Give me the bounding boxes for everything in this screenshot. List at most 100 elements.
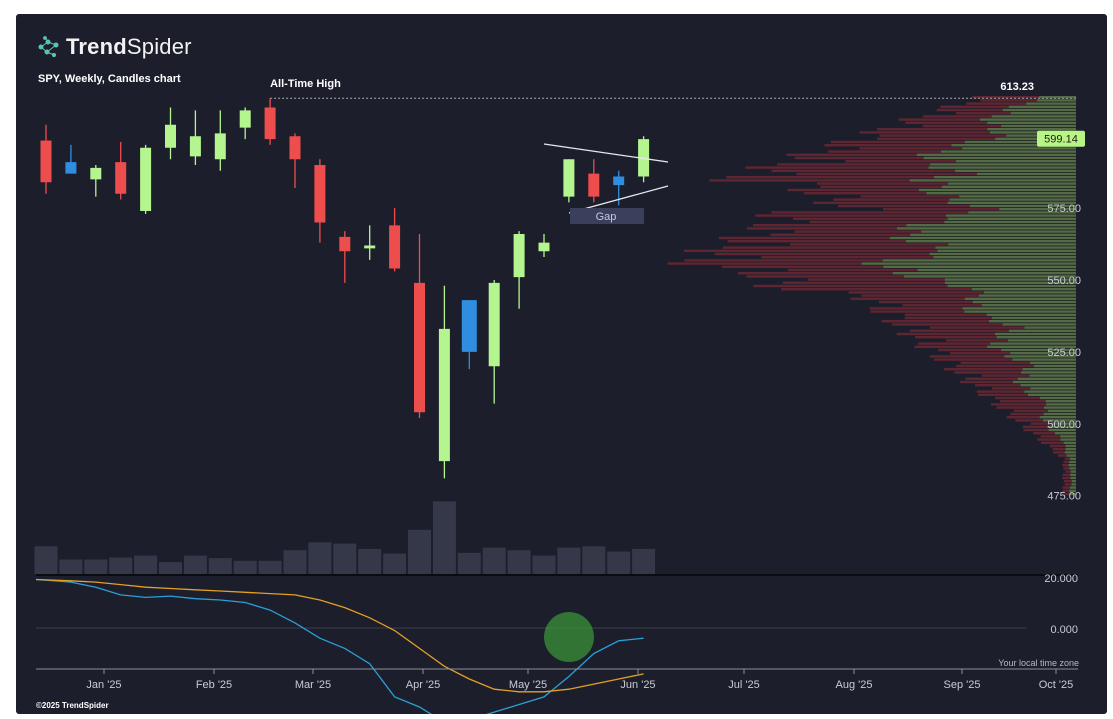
profile-sell-bar xyxy=(870,310,965,313)
profile-buy-bar xyxy=(944,278,1076,281)
trendspider-logo: TrendSpider xyxy=(36,34,192,60)
profile-sell-bar xyxy=(966,102,1027,105)
profile-buy-bar xyxy=(955,169,1076,172)
price-tick-label: 475.00 xyxy=(1047,491,1081,503)
profile-sell-bar xyxy=(794,156,924,160)
profile-buy-bar xyxy=(962,307,1076,310)
profile-sell-bar xyxy=(1023,428,1049,432)
profile-sell-bar xyxy=(721,265,884,268)
profile-buy-bar xyxy=(968,211,1076,214)
volume-bar xyxy=(109,557,133,574)
profile-sell-bar xyxy=(859,147,963,150)
profile-sell-bar xyxy=(787,268,918,272)
candles xyxy=(40,98,650,479)
profile-sell-bar xyxy=(793,217,948,220)
candle-body xyxy=(513,234,525,278)
profile-sell-bar xyxy=(667,262,862,265)
profile-buy-bar xyxy=(1008,105,1076,108)
candle xyxy=(289,133,301,188)
profile-sell-bar xyxy=(933,358,1013,361)
profile-sell-bar xyxy=(1063,467,1070,470)
profile-sell-bar xyxy=(807,278,945,281)
profile-buy-bar xyxy=(948,243,1076,246)
profile-sell-bar xyxy=(909,329,1009,332)
volume-bar xyxy=(457,552,481,574)
price-axis[interactable]: 575.00 550.00 525.00 500.00 475.00 xyxy=(1047,203,1081,503)
profile-buy-bar xyxy=(1069,460,1076,464)
profile-sell-bar xyxy=(824,144,952,147)
profile-buy-bar xyxy=(988,320,1076,323)
timezone-note[interactable]: Your local time zone xyxy=(998,658,1079,668)
profile-sell-bar xyxy=(786,153,917,156)
profile-buy-bar xyxy=(1043,412,1076,416)
profile-sell-bar xyxy=(804,192,927,195)
profile-buy-bar xyxy=(1064,451,1076,454)
profile-buy-bar xyxy=(1039,416,1076,419)
profile-sell-bar xyxy=(976,390,1025,393)
price-tick-label: 525.00 xyxy=(1047,347,1081,359)
profile-buy-bar xyxy=(947,217,1076,220)
profile-sell-bar xyxy=(833,198,950,201)
profile-buy-bar xyxy=(987,128,1076,131)
candlestick-chart[interactable]: All-Time High 613.23 Gap 575.00 550.00 525… xyxy=(16,14,1107,714)
profile-buy-bar xyxy=(889,236,1076,240)
profile-buy-bar xyxy=(917,268,1076,272)
candle-body xyxy=(239,110,251,128)
volume-bar xyxy=(34,546,58,574)
profile-sell-bar xyxy=(904,316,993,320)
volume-bar xyxy=(607,551,631,574)
profile-buy-bar xyxy=(987,121,1076,124)
profile-buy-bar xyxy=(1071,483,1076,486)
profile-sell-bar xyxy=(965,377,1018,380)
profile-sell-bar xyxy=(761,256,934,259)
profile-buy-bar xyxy=(947,201,1076,204)
profile-buy-bar xyxy=(1048,409,1076,412)
volume-bar xyxy=(208,558,232,574)
profile-sell-bar xyxy=(981,374,1030,377)
profile-buy-bar xyxy=(944,281,1076,284)
volume-profile xyxy=(667,96,1076,496)
volume-bar xyxy=(507,550,531,574)
profile-buy-bar xyxy=(1070,473,1076,476)
profile-buy-bar xyxy=(1030,387,1076,390)
profile-sell-bar xyxy=(946,339,1008,342)
profile-sell-bar xyxy=(809,220,945,224)
candle-body xyxy=(189,136,201,157)
volume-bar xyxy=(283,550,307,574)
candle-body xyxy=(165,124,176,148)
candle-body xyxy=(314,165,326,223)
time-axis[interactable]: Jan '25 Feb '25 Mar '25 Apr '25 May '25 Jun '… xyxy=(86,669,1073,691)
profile-buy-bar xyxy=(951,144,1076,147)
profile-sell-bar xyxy=(929,326,1025,329)
oscillator-panel: 20.000 0.000 xyxy=(35,573,1078,714)
crossover-highlight xyxy=(544,612,594,662)
candle-body xyxy=(115,162,127,194)
candle-body xyxy=(339,236,351,252)
profile-buy-bar xyxy=(944,220,1076,224)
profile-sell-bar xyxy=(746,227,897,230)
profile-sell-bar xyxy=(995,396,1040,400)
profile-sell-bar xyxy=(860,195,960,198)
profile-sell-bar xyxy=(896,332,995,336)
profile-sell-bar xyxy=(1010,412,1044,416)
volume-bar xyxy=(408,529,431,574)
candle-body xyxy=(613,176,625,186)
candle xyxy=(165,107,176,160)
profile-buy-bar xyxy=(979,118,1076,121)
profile-buy-bar xyxy=(986,313,1076,316)
profile-buy-bar xyxy=(918,188,1076,192)
candle-body xyxy=(438,328,450,462)
candle-body xyxy=(289,136,301,160)
profile-buy-bar xyxy=(916,153,1076,156)
profile-buy-bar xyxy=(935,246,1076,249)
profile-sell-bar xyxy=(938,348,1002,352)
volume-bar xyxy=(159,562,182,574)
volume-bar xyxy=(84,559,108,574)
volume-bar xyxy=(233,560,257,574)
brand-name-bold: Trend xyxy=(66,34,127,59)
profile-sell-bar xyxy=(794,230,922,233)
profile-sell-bar xyxy=(796,172,977,176)
profile-sell-bar xyxy=(940,105,1009,108)
volume-bar xyxy=(333,543,357,574)
profile-sell-bar xyxy=(684,259,883,262)
